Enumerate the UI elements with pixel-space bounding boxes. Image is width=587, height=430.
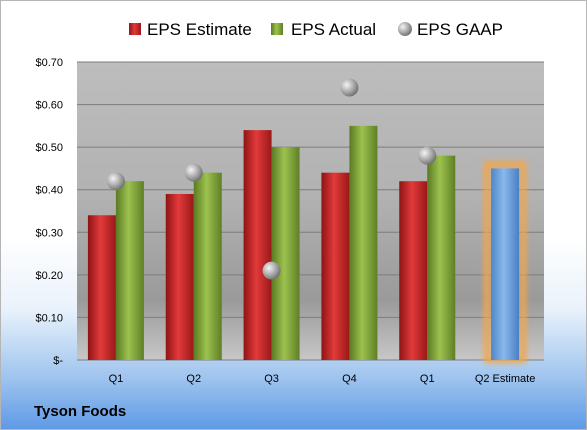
bar-eps-actual xyxy=(349,125,378,360)
bar-eps-estimate xyxy=(243,130,272,360)
gaap-points xyxy=(106,78,437,280)
bars xyxy=(87,125,527,363)
bar-eps-estimate xyxy=(165,193,194,360)
company-name: Tyson Foods xyxy=(34,403,127,420)
legend-swatch-actual xyxy=(271,23,283,35)
y-tick-label: $0.70 xyxy=(35,57,63,69)
legend-item-estimate: EPS Estimate xyxy=(129,20,252,39)
point-eps-gaap xyxy=(418,146,437,165)
x-tick-label: Q3 xyxy=(264,373,279,385)
bar-forecast-estimate xyxy=(491,168,520,360)
point-eps-gaap xyxy=(106,172,125,191)
gridlines xyxy=(77,61,544,361)
bar-eps-actual xyxy=(193,172,222,360)
plot-area xyxy=(77,62,544,360)
bar-eps-estimate xyxy=(399,181,428,360)
x-tick-label: Q2 Estimate xyxy=(475,373,536,385)
y-tick-label: $0.50 xyxy=(35,142,63,154)
point-eps-gaap xyxy=(262,261,281,280)
bar-eps-actual xyxy=(271,147,300,360)
bar-eps-actual xyxy=(427,155,456,360)
x-tick-label: Q2 xyxy=(186,373,201,385)
y-tick-label: $0.20 xyxy=(35,270,63,282)
x-tick-label: Q4 xyxy=(342,373,357,385)
y-tick-label: $0.40 xyxy=(35,185,63,197)
point-eps-gaap xyxy=(340,78,359,97)
bar-eps-estimate xyxy=(87,215,116,360)
point-eps-gaap xyxy=(184,163,203,182)
legend: EPS Estimate EPS Actual EPS GAAP xyxy=(129,20,503,39)
bar-eps-estimate xyxy=(321,172,350,360)
legend-item-actual: EPS Actual xyxy=(271,20,376,39)
y-tick-label: $0.10 xyxy=(35,312,63,324)
legend-label-estimate: EPS Estimate xyxy=(147,20,252,39)
x-tick-label: Q1 xyxy=(109,373,124,385)
y-tick-label: $0.30 xyxy=(35,227,63,239)
y-tick-label: $0.60 xyxy=(35,100,63,112)
bar-eps-actual xyxy=(115,181,144,360)
legend-label-actual: EPS Actual xyxy=(291,20,376,39)
legend-item-gaap: EPS GAAP xyxy=(398,20,503,39)
y-axis-ticks: $- $0.10 $0.20 $0.30 $0.40 $0.50 $0.60 $0.70 xyxy=(35,57,63,367)
legend-label-gaap: EPS GAAP xyxy=(417,20,503,39)
legend-marker-gaap xyxy=(398,22,412,36)
x-axis-ticks: Q1 Q2 Q3 Q4 Q1 Q2 Estimate xyxy=(109,373,536,385)
x-tick-label: Q1 xyxy=(420,373,435,385)
legend-swatch-estimate xyxy=(129,23,141,35)
y-tick-label: $- xyxy=(53,355,63,367)
